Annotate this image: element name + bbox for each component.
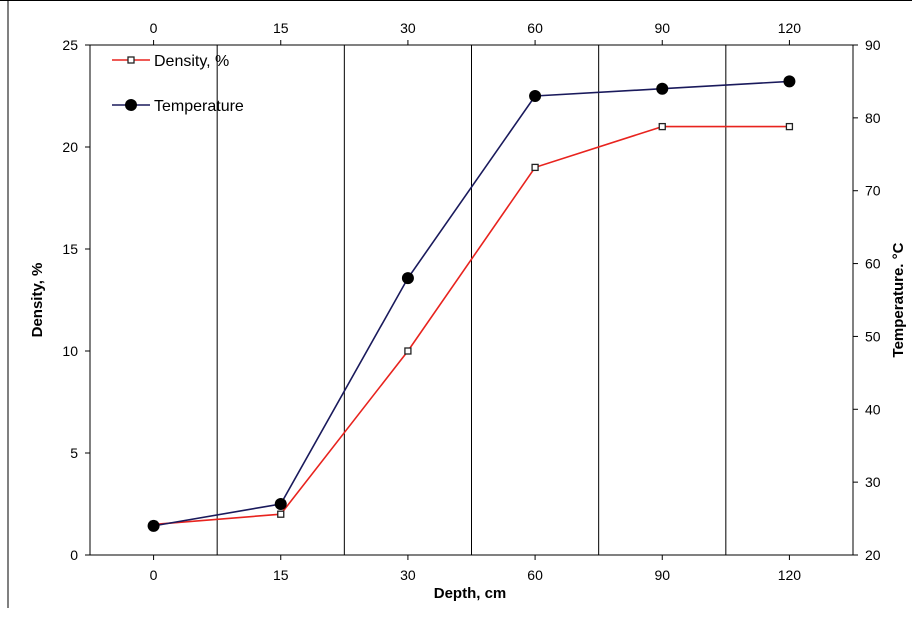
y-left-tick-label-0: 0 bbox=[70, 547, 78, 563]
x-tick-label-top-3: 60 bbox=[527, 20, 543, 36]
y-left-tick-label-15: 15 bbox=[62, 241, 78, 257]
y-right-tick-label-90: 90 bbox=[865, 37, 881, 53]
legend-density-label: Density, % bbox=[154, 53, 229, 70]
density-point-4 bbox=[658, 122, 666, 131]
y-right-tick-label-40: 40 bbox=[865, 401, 881, 417]
legend-density-marker bbox=[127, 56, 135, 64]
temperature-point-0 bbox=[147, 519, 160, 532]
x-tick-label-bottom-2: 30 bbox=[400, 567, 416, 583]
x-tick-label-bottom-0: 0 bbox=[150, 567, 158, 583]
y-left-tick-label-10: 10 bbox=[62, 343, 78, 359]
temperature-point-1 bbox=[274, 498, 287, 510]
plot-area-frame bbox=[89, 44, 854, 556]
y-left-tick-label-5: 5 bbox=[70, 445, 78, 461]
density-point-2 bbox=[404, 347, 412, 355]
y-right-tick-label-20: 20 bbox=[865, 547, 881, 563]
y-right-tick-label-30: 30 bbox=[865, 474, 881, 490]
y-left-tick-label-25: 25 bbox=[62, 37, 78, 53]
series-line-0 bbox=[153, 125, 790, 526]
y-axis-left-title: Density, % bbox=[29, 263, 46, 338]
x-axis-title: Depth, cm bbox=[434, 585, 507, 602]
density-point-5 bbox=[785, 122, 794, 131]
legend: Density, % Temperature bbox=[112, 53, 244, 115]
density-point-3 bbox=[531, 163, 539, 172]
temperature-point-3 bbox=[529, 90, 542, 102]
x-tick-label-bottom-3: 60 bbox=[527, 567, 543, 583]
series-line-1 bbox=[153, 80, 790, 527]
temperature-point-4 bbox=[656, 82, 669, 95]
y-right-tick-label-70: 70 bbox=[865, 183, 881, 199]
x-tick-label-top-2: 30 bbox=[400, 20, 416, 36]
y-right-tick-label-50: 50 bbox=[865, 328, 881, 344]
y-axis-right-title: Temperature. °C bbox=[890, 242, 907, 357]
x-tick-label-top-5: 120 bbox=[778, 20, 802, 36]
x-tick-label-bottom-1: 15 bbox=[273, 567, 289, 583]
x-tick-label-bottom-5: 120 bbox=[778, 567, 802, 583]
x-tick-label-top-4: 90 bbox=[654, 20, 670, 36]
legend-temperature-label: Temperature bbox=[154, 98, 244, 115]
density-point-1 bbox=[277, 510, 285, 518]
x-tick-label-bottom-4: 90 bbox=[654, 567, 670, 583]
x-tick-label-top-1: 15 bbox=[273, 20, 289, 36]
temperature-point-5 bbox=[783, 75, 796, 88]
y-right-tick-label-60: 60 bbox=[865, 256, 881, 272]
vertical-gridlines bbox=[216, 45, 727, 555]
temperature-point-2 bbox=[401, 272, 414, 285]
series bbox=[147, 75, 796, 532]
x-tick-label-top-0: 0 bbox=[150, 20, 158, 36]
y-left-tick-label-20: 20 bbox=[62, 139, 78, 155]
y-right-tick-label-80: 80 bbox=[865, 110, 881, 126]
legend-temperature-marker bbox=[125, 99, 137, 111]
axes: 0 0 15 15 30 30 60 60 90 90 120 120 0 5 10 15 20 25 20 30 40… bbox=[62, 20, 880, 583]
